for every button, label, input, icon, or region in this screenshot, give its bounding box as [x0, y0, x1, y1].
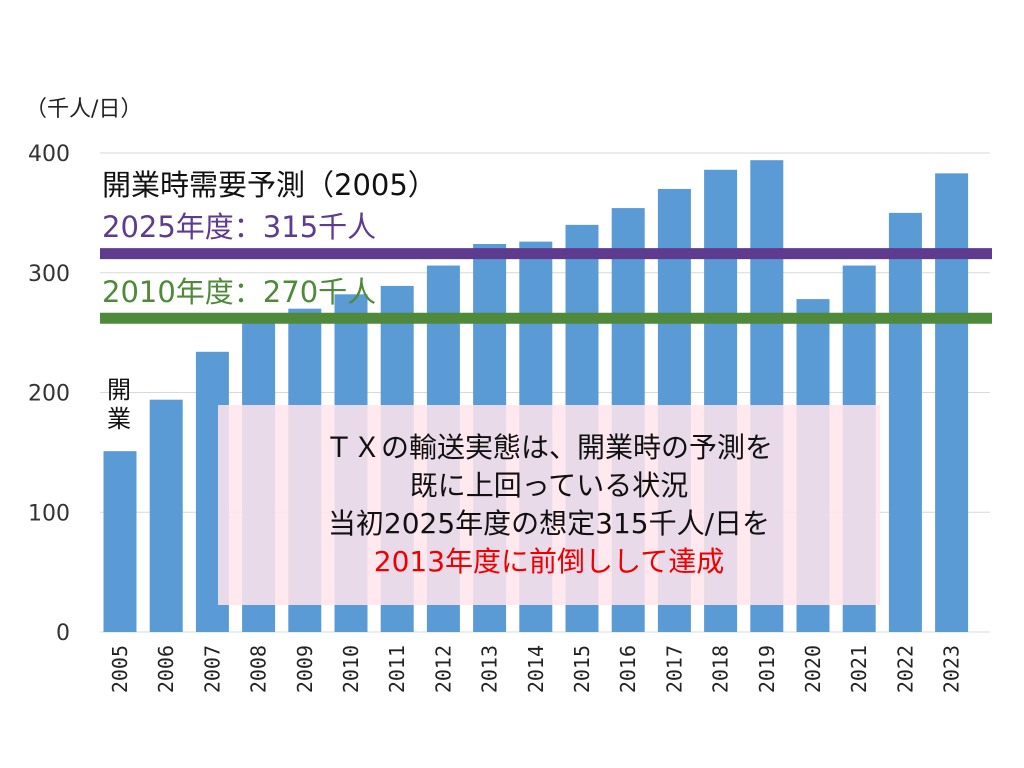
x-tick-2014: 2014 [524, 645, 548, 693]
x-tick-2020: 2020 [801, 645, 825, 693]
opening-label-2: 業 [107, 405, 131, 433]
x-tick-2017: 2017 [662, 645, 686, 693]
x-tick-2013: 2013 [478, 645, 502, 693]
x-tick-2012: 2012 [431, 645, 455, 693]
x-tick-2018: 2018 [709, 645, 733, 693]
y-tick-100: 100 [28, 501, 70, 526]
callout-line-4: 2013年度に前倒しして達成 [373, 545, 725, 578]
callout-box: ＴＸの輸送実態は、開業時の予測を 既に上回っている状況 当初2025年度の想定3… [218, 405, 880, 605]
x-tick-2005: 2005 [108, 645, 132, 693]
x-tick-2022: 2022 [893, 645, 917, 693]
x-tick-2008: 2008 [247, 645, 271, 693]
y-axis-ticks: 0 100 200 300 400 [28, 142, 70, 646]
x-axis-ticks: 2005 2006 2007 2008 2009 2010 2011 2012 2013 2014… [108, 645, 964, 693]
x-tick-2009: 2009 [293, 645, 317, 693]
forecast-2025-label: 2025年度：315千人 [102, 210, 376, 244]
forecast-title: 開業時需要予測（2005） [102, 168, 437, 202]
x-tick-2016: 2016 [616, 645, 640, 693]
y-tick-400: 400 [28, 142, 70, 167]
x-tick-2015: 2015 [570, 645, 594, 693]
y-unit-label: （千人/日） [25, 97, 142, 122]
callout-line-3: 当初2025年度の想定315千人/日を [327, 507, 771, 540]
bar-2023 [935, 173, 969, 633]
bar-2006 [149, 399, 183, 632]
x-tick-2021: 2021 [847, 645, 871, 693]
x-tick-2007: 2007 [200, 645, 224, 693]
x-tick-2006: 2006 [154, 645, 178, 693]
reference-lines [100, 248, 992, 324]
callout-line-2: 既に上回っている状況 [409, 469, 689, 502]
y-tick-200: 200 [28, 382, 70, 407]
y-tick-0: 0 [56, 621, 70, 646]
x-tick-2011: 2011 [385, 645, 409, 693]
callout-line-1: ＴＸの輸送実態は、開業時の予測を [324, 431, 773, 464]
x-tick-2019: 2019 [755, 645, 779, 693]
y-tick-300: 300 [28, 262, 70, 287]
forecast-2010-label: 2010年度：270千人 [102, 275, 376, 309]
opening-label-1: 開 [107, 376, 131, 404]
x-tick-2010: 2010 [339, 645, 363, 693]
bar-2022 [888, 212, 922, 632]
x-tick-2023: 2023 [940, 645, 964, 693]
bar-2005 [103, 451, 137, 632]
